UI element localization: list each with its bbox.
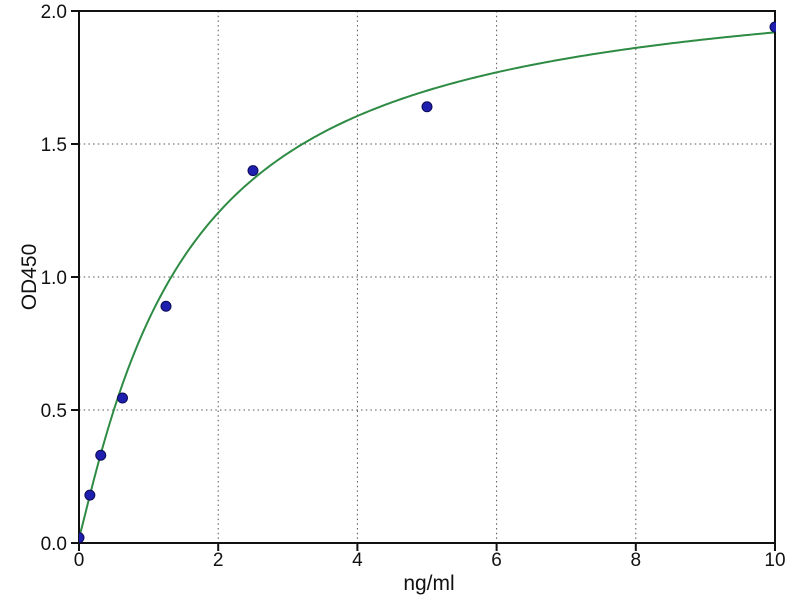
- data-point: [421, 101, 433, 113]
- y-axis-title: OD450: [18, 243, 41, 311]
- x-axis-title: ng/ml: [403, 572, 455, 595]
- data-point: [84, 489, 96, 501]
- plot-border: [78, 10, 776, 544]
- x-tick-label: 10: [764, 550, 785, 571]
- data-point: [160, 300, 172, 312]
- y-tick-label: 0.5: [41, 401, 67, 422]
- y-tick-label: 1.0: [41, 268, 67, 289]
- data-point: [117, 392, 128, 404]
- x-tick-label: 2: [213, 550, 224, 571]
- data-point: [247, 165, 259, 177]
- x-tick-label: 8: [631, 550, 642, 571]
- y-tick-label: 2.0: [41, 2, 67, 23]
- data-point: [79, 532, 85, 544]
- data-point: [95, 449, 107, 461]
- fit-curve: [79, 31, 776, 538]
- data-point: [769, 21, 776, 33]
- x-tick-label: 4: [352, 550, 363, 571]
- y-tick-label: 1.5: [41, 135, 67, 156]
- x-tick-label: 6: [491, 550, 502, 571]
- y-tick-label: 0.0: [41, 534, 67, 555]
- x-tick-label: 0: [74, 550, 85, 571]
